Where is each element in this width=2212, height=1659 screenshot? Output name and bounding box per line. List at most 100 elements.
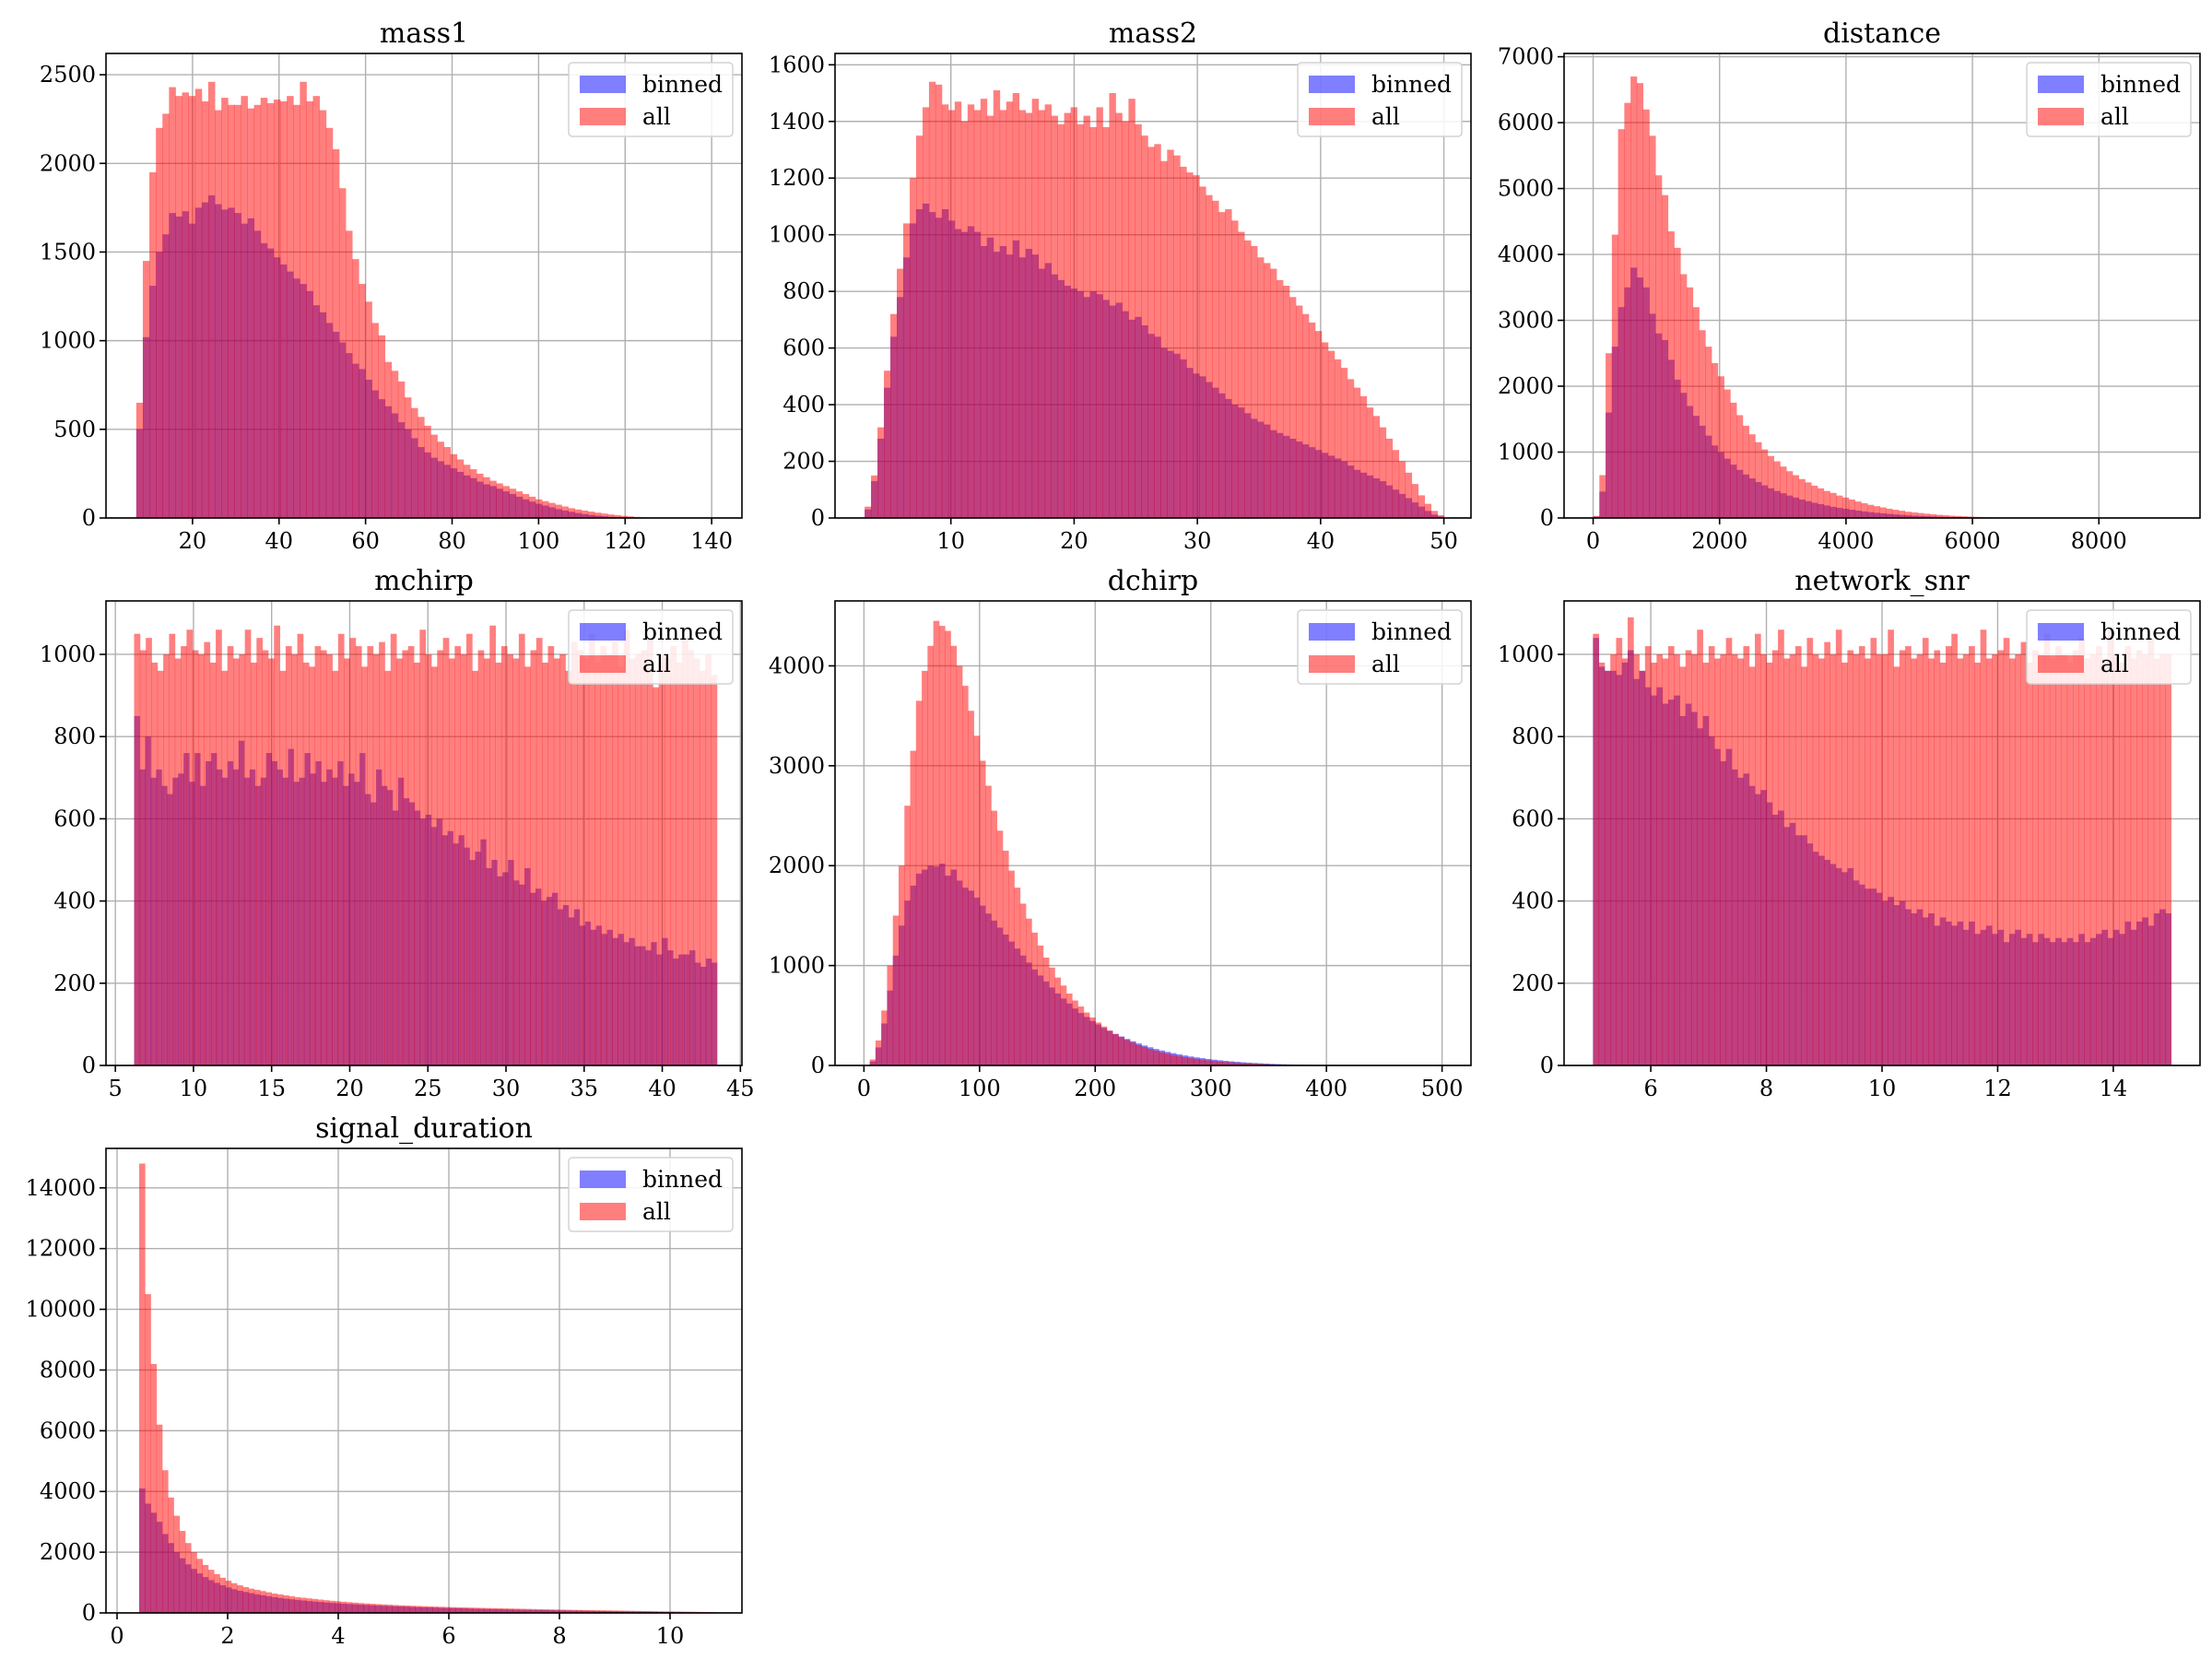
histogram-bar-all	[469, 469, 477, 518]
histogram-bar-all	[404, 1606, 410, 1613]
histogram-bar-all	[1072, 1000, 1078, 1065]
y-tick-label: 1000	[769, 953, 825, 979]
x-tick-label: 45	[726, 1076, 755, 1101]
histogram-bar-all	[221, 670, 229, 1065]
histogram-bar-all	[337, 633, 345, 1065]
histogram-bar-all	[1424, 503, 1432, 518]
y-tick-label: 12000	[26, 1236, 96, 1262]
bars-mchirp	[134, 625, 718, 1065]
y-tick-label: 3000	[769, 753, 825, 779]
histogram-bar-all	[676, 662, 683, 1065]
histogram-bar-all	[1308, 322, 1316, 518]
y-tick-label: 200	[53, 971, 96, 996]
histogram-bar-all	[629, 658, 636, 1065]
histogram-bar-all	[628, 1610, 635, 1613]
histogram-bar-all	[425, 653, 432, 1065]
histogram-bar-all	[2032, 650, 2039, 1065]
histogram-bar-all	[430, 434, 438, 518]
histogram-bar-all	[214, 1573, 220, 1613]
histogram-bar-all	[1743, 646, 1750, 1065]
histogram-bar-all	[1811, 485, 1818, 518]
histogram-bar-all	[1731, 653, 1738, 1065]
histogram-bar-all	[627, 516, 634, 518]
histogram-bar-all	[568, 508, 575, 518]
histogram-bar-all	[174, 658, 182, 1065]
histogram-bar-all	[623, 629, 630, 1065]
histogram-bar-all	[547, 1609, 554, 1613]
histogram-bar-all	[922, 670, 928, 1065]
histogram-bar-all	[1923, 513, 1931, 518]
x-tick-label: 120	[604, 528, 646, 554]
histogram-bar-all	[215, 110, 222, 518]
y-tick-label: 3000	[1498, 308, 1554, 334]
histogram-bar-all	[1002, 850, 1009, 1065]
histogram-bar-all	[369, 1604, 376, 1613]
histogram-bar-all	[1019, 903, 1027, 1065]
x-tick-label: 100	[517, 528, 559, 554]
histogram-bar-all	[1054, 977, 1062, 1065]
histogram-bar-all	[587, 512, 595, 518]
histogram-bar-all	[151, 662, 159, 1065]
histogram-bar-all	[1089, 1017, 1096, 1065]
x-tick-label: 140	[690, 528, 733, 554]
histogram-bar-all	[427, 1606, 433, 1613]
legend-label-all: all	[642, 651, 671, 677]
histogram-bar-all	[555, 504, 562, 518]
histogram-bar-all	[1697, 629, 1703, 1065]
subplot-network_snr: 6 8 10 12 14 0 200 400 600 800 1000 network_snrbinn…	[1498, 565, 2201, 1101]
histogram-bar-all	[1277, 279, 1284, 518]
histogram-bar-all	[530, 1608, 536, 1613]
histogram-bar-all	[1210, 1061, 1218, 1065]
x-tick-label: 200	[1074, 1076, 1116, 1101]
histogram-bar-all	[1939, 662, 1947, 1065]
histogram-bar-all	[535, 499, 543, 518]
y-tick-label: 6000	[1498, 110, 1554, 135]
histogram-bar-all	[179, 1531, 186, 1613]
histogram-bar-all	[454, 646, 462, 1065]
histogram-bar-all	[620, 515, 628, 518]
histogram-bar-all	[319, 110, 327, 518]
histogram-bar-all	[1714, 658, 1721, 1065]
histogram-bar-all	[1251, 1064, 1258, 1065]
histogram-bar-all	[581, 510, 589, 518]
x-tick-label: 6000	[1945, 528, 2001, 554]
histogram-bar-all	[968, 711, 974, 1065]
histogram-bar-all	[877, 427, 885, 518]
histogram-bar-all	[571, 1609, 577, 1613]
x-tick-label: 40	[265, 528, 293, 554]
histogram-bar-all	[670, 646, 677, 1065]
histogram-bar-all	[1662, 658, 1669, 1065]
histogram-bar-all	[1712, 363, 1719, 518]
histogram-bar-all	[1418, 495, 1426, 518]
histogram-bar-all	[306, 100, 313, 518]
histogram-bar-all	[418, 417, 425, 518]
histogram-bar-all	[285, 646, 292, 1065]
histogram-bar-all	[169, 633, 176, 1065]
y-tick-label: 0	[811, 505, 825, 531]
legend-label-binned: binned	[642, 618, 723, 645]
x-tick-label: 500	[1421, 1076, 1464, 1101]
histogram-bar-all	[522, 494, 530, 518]
histogram-bar-all	[1867, 504, 1875, 518]
subplot-mass1: 20 40 60 80 100 120 140 0 500 1000 1500 2000 2500 mas…	[40, 18, 743, 554]
histogram-bar-all	[300, 81, 307, 518]
histogram-bar-all	[1593, 633, 1600, 1065]
histogram-bar-all	[1430, 511, 1438, 518]
bars-mass2	[865, 81, 1444, 518]
y-tick-label: 2000	[40, 150, 96, 176]
histogram-bar-all	[884, 371, 891, 518]
histogram-bar-all	[1766, 662, 1773, 1065]
histogram-bar-all	[1064, 112, 1071, 518]
histogram-bar-all	[1748, 434, 1756, 518]
histogram-bar-all	[1942, 515, 1949, 518]
histogram-bar-all	[201, 100, 209, 518]
x-tick-label: 6	[441, 1623, 455, 1649]
histogram-bar-all	[169, 87, 176, 518]
histogram-bar-all	[1044, 104, 1053, 518]
histogram-bar-all	[1366, 407, 1374, 518]
histogram-bar-all	[871, 475, 878, 518]
legend: binned all	[568, 609, 734, 685]
histogram-bar-all	[1147, 147, 1155, 518]
histogram-bar-all	[161, 1470, 169, 1613]
histogram-bar-all	[209, 662, 217, 1065]
